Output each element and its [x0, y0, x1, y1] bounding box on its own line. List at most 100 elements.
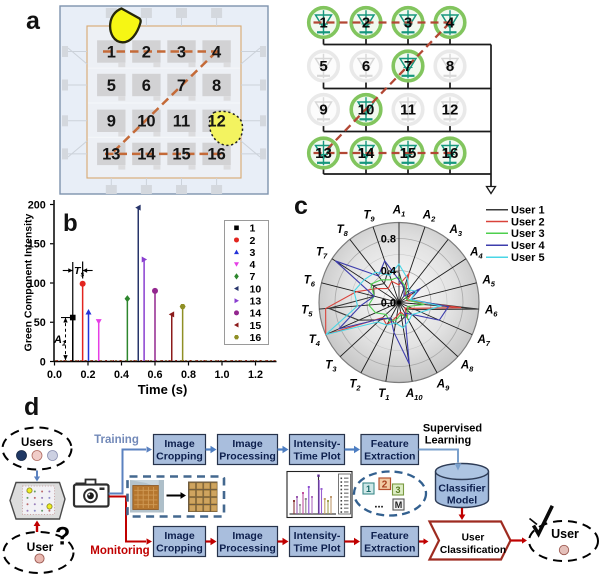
svg-text:Time (s): Time (s) — [138, 382, 188, 397]
svg-text:0.4: 0.4 — [114, 369, 129, 381]
svg-text:100: 100 — [28, 278, 46, 290]
svg-text:12: 12 — [442, 102, 459, 119]
svg-text:0.8: 0.8 — [381, 234, 396, 246]
svg-text:Extraction: Extraction — [364, 451, 415, 463]
svg-text:Cropping: Cropping — [156, 451, 203, 463]
svg-text:7: 7 — [250, 271, 256, 283]
svg-text:c: c — [294, 192, 308, 220]
svg-text:11: 11 — [173, 113, 190, 131]
svg-text:User 5: User 5 — [511, 252, 545, 264]
svg-text:User 2: User 2 — [511, 217, 545, 229]
svg-text:Image: Image — [232, 438, 263, 450]
svg-text:User: User — [462, 533, 485, 544]
svg-text:11: 11 — [400, 102, 416, 119]
svg-text:Model: Model — [447, 495, 477, 507]
svg-text:Intensity-: Intensity- — [294, 530, 341, 542]
svg-text:2: 2 — [250, 235, 256, 247]
svg-text:16: 16 — [442, 145, 459, 162]
svg-text:16: 16 — [207, 146, 225, 164]
svg-text:10: 10 — [137, 113, 155, 131]
svg-text:User: User — [551, 527, 579, 541]
svg-text:0.4: 0.4 — [381, 266, 397, 278]
svg-text:15: 15 — [250, 320, 262, 332]
svg-text:14: 14 — [250, 308, 262, 320]
svg-text:...: ... — [374, 499, 383, 511]
svg-text:2: 2 — [382, 479, 388, 490]
svg-text:Processing: Processing — [219, 451, 276, 463]
svg-text:b: b — [63, 210, 78, 237]
svg-text:Image: Image — [232, 530, 263, 542]
svg-text:Users: Users — [21, 437, 53, 449]
svg-text:1: 1 — [107, 43, 116, 61]
svg-text:4: 4 — [446, 15, 455, 32]
svg-text:5: 5 — [319, 58, 327, 75]
svg-text:0.6: 0.6 — [147, 369, 162, 381]
svg-text:150: 150 — [28, 239, 46, 251]
svg-text:6: 6 — [142, 77, 151, 95]
svg-text:Processing: Processing — [219, 543, 276, 555]
svg-text:Training: Training — [94, 434, 139, 446]
svg-text:User 4: User 4 — [511, 240, 546, 252]
svg-text:0.0: 0.0 — [381, 298, 396, 310]
svg-text:Ts: Ts — [74, 265, 84, 279]
svg-text:13: 13 — [250, 296, 262, 308]
svg-text:Intensity-: Intensity- — [294, 438, 341, 450]
svg-text:9: 9 — [107, 113, 116, 131]
svg-text:9: 9 — [319, 102, 327, 119]
svg-text:M: M — [395, 500, 403, 510]
svg-text:Time Plot: Time Plot — [293, 451, 341, 463]
svg-text:Extraction: Extraction — [364, 543, 415, 555]
svg-text:7: 7 — [177, 77, 186, 95]
svg-text:1: 1 — [319, 15, 327, 32]
svg-text:3: 3 — [250, 247, 256, 259]
svg-text:14: 14 — [358, 145, 375, 162]
svg-text:Classifier: Classifier — [438, 483, 485, 495]
svg-text:User: User — [27, 540, 54, 554]
svg-text:Image: Image — [164, 438, 195, 450]
svg-text:Learning: Learning — [425, 435, 471, 447]
svg-text:4: 4 — [212, 43, 222, 61]
svg-text:8: 8 — [446, 58, 454, 75]
svg-text:5: 5 — [107, 77, 116, 95]
svg-text:2: 2 — [142, 43, 151, 61]
svg-text:Time Plot: Time Plot — [293, 543, 341, 555]
svg-text:4: 4 — [250, 259, 256, 271]
svg-text:Cropping: Cropping — [156, 543, 203, 555]
svg-text:Feature: Feature — [371, 530, 409, 542]
svg-text:d: d — [24, 393, 39, 421]
svg-text:Classification: Classification — [440, 545, 506, 556]
svg-text:200: 200 — [28, 199, 46, 211]
svg-text:14: 14 — [137, 146, 156, 164]
svg-text:6: 6 — [362, 58, 370, 75]
svg-text:0.8: 0.8 — [181, 369, 196, 381]
svg-text:8: 8 — [212, 77, 221, 95]
svg-text:3: 3 — [177, 43, 186, 61]
svg-text:15: 15 — [400, 145, 417, 162]
svg-text:0: 0 — [40, 356, 46, 368]
svg-text:Feature: Feature — [371, 438, 409, 450]
svg-text:3: 3 — [404, 15, 412, 32]
svg-text:?: ? — [55, 523, 70, 551]
svg-text:0.0: 0.0 — [47, 369, 62, 381]
svg-text:13: 13 — [102, 146, 120, 164]
svg-text:13: 13 — [315, 145, 332, 162]
svg-text:T1: T1 — [378, 388, 389, 402]
svg-text:16: 16 — [250, 332, 262, 344]
svg-text:1.2: 1.2 — [248, 369, 263, 381]
svg-text:10: 10 — [358, 102, 375, 119]
svg-text:50: 50 — [34, 317, 46, 329]
svg-text:1: 1 — [250, 223, 256, 235]
svg-text:7: 7 — [404, 58, 412, 75]
svg-text:Monitoring: Monitoring — [90, 545, 149, 557]
svg-text:1: 1 — [366, 484, 371, 494]
svg-text:Image: Image — [164, 530, 195, 542]
svg-text:15: 15 — [172, 146, 190, 164]
svg-text:12: 12 — [207, 113, 225, 131]
svg-text:0.2: 0.2 — [80, 369, 95, 381]
svg-text:2: 2 — [362, 15, 370, 32]
svg-text:User 1: User 1 — [511, 205, 545, 217]
svg-text:a: a — [26, 7, 41, 35]
svg-text:1.0: 1.0 — [214, 369, 229, 381]
svg-text:Supervised: Supervised — [423, 423, 482, 435]
svg-text:3: 3 — [395, 485, 400, 495]
